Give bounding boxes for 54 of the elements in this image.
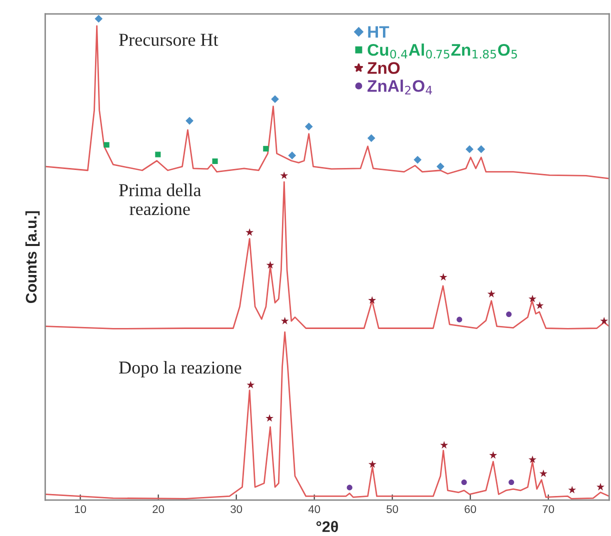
point bbox=[440, 441, 448, 449]
point bbox=[414, 156, 422, 164]
point bbox=[466, 145, 474, 154]
point bbox=[288, 152, 296, 160]
point bbox=[506, 312, 512, 318]
point bbox=[487, 290, 496, 298]
point bbox=[271, 95, 279, 104]
point bbox=[456, 316, 462, 322]
x-tick-label: 20 bbox=[152, 505, 164, 514]
point bbox=[489, 451, 498, 459]
annotation: Precursore Ht bbox=[119, 34, 218, 46]
point bbox=[536, 301, 544, 309]
point bbox=[600, 316, 608, 324]
point bbox=[528, 294, 536, 302]
point bbox=[246, 380, 255, 388]
point bbox=[439, 273, 448, 281]
point bbox=[246, 228, 254, 236]
legend-label: ZnAl$_{2}$O$_{4}$ bbox=[368, 80, 432, 94]
x-tick-label: 40 bbox=[308, 505, 320, 514]
point bbox=[155, 152, 161, 158]
point bbox=[266, 261, 274, 269]
legend-label: ZnO bbox=[368, 62, 400, 74]
x-tick-label: 10 bbox=[74, 505, 86, 514]
point bbox=[346, 484, 352, 490]
annotation: Prima della reazione bbox=[119, 184, 202, 216]
x-tick-label: 60 bbox=[464, 505, 476, 514]
x-tick-label: 70 bbox=[542, 505, 554, 514]
legend-label: HT bbox=[368, 26, 390, 38]
point bbox=[568, 486, 576, 494]
point bbox=[304, 122, 313, 130]
legend-label: Cu$_{0.4}$Al$_{0.75}$Zn$_{1.85}$O$_{5}$ bbox=[368, 44, 517, 59]
point bbox=[104, 142, 110, 148]
x-tick-label: 50 bbox=[386, 505, 398, 514]
point bbox=[477, 145, 486, 154]
point bbox=[212, 158, 218, 164]
annotation: Dopo la reazione bbox=[119, 360, 242, 378]
y-axis-title: Counts [a.u.] bbox=[25, 211, 40, 304]
x-axis-title: °2θ bbox=[316, 520, 338, 532]
point bbox=[263, 146, 269, 152]
x-tick-label: 30 bbox=[230, 505, 242, 514]
point bbox=[368, 460, 376, 468]
point bbox=[266, 414, 274, 422]
point bbox=[280, 172, 288, 180]
point bbox=[539, 469, 548, 477]
point bbox=[528, 455, 536, 464]
point bbox=[461, 480, 467, 486]
point bbox=[368, 296, 376, 304]
point bbox=[186, 116, 194, 125]
point bbox=[280, 316, 289, 324]
point bbox=[596, 482, 604, 490]
point bbox=[94, 14, 103, 23]
point bbox=[367, 134, 376, 142]
point bbox=[436, 162, 444, 170]
point bbox=[508, 480, 514, 486]
